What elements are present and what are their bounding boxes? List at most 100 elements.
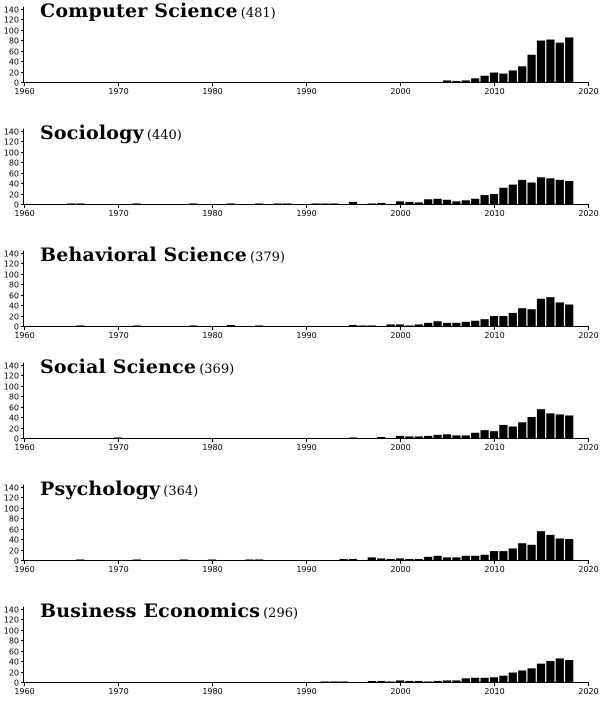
histogram-bar xyxy=(489,194,499,204)
x-tick-label: 1970 xyxy=(108,443,128,452)
y-tick-label: 40 xyxy=(9,180,19,189)
histogram-bar xyxy=(499,316,508,326)
y-tick-label: 140 xyxy=(4,606,19,615)
histogram-bar xyxy=(377,680,386,682)
histogram-bar xyxy=(527,417,536,438)
y-tick-label: 20 xyxy=(9,69,19,78)
y-tick-label: 20 xyxy=(9,425,19,434)
x-tick-label: 1960 xyxy=(14,565,34,574)
histogram-bar xyxy=(76,203,85,205)
histogram-bar xyxy=(452,322,461,326)
y-tick-label: 140 xyxy=(4,6,19,15)
histogram-bar xyxy=(499,675,508,682)
x-tick-label: 2020 xyxy=(578,565,598,574)
chart-title-text: Social Science xyxy=(40,356,197,378)
y-tick-label: 60 xyxy=(9,292,19,301)
chart-title: Social Science (369) xyxy=(40,356,234,378)
histogram-bar xyxy=(565,37,574,82)
histogram-bar xyxy=(452,201,461,204)
histogram-bar xyxy=(132,559,141,561)
x-tick-label: 2010 xyxy=(484,565,504,574)
chart-title-count: (369) xyxy=(199,362,235,377)
y-tick-label: 0 xyxy=(14,323,19,332)
histogram-bar xyxy=(254,203,264,205)
histogram-bar xyxy=(414,324,423,326)
histogram-bar xyxy=(471,320,480,326)
y-tick-label: 80 xyxy=(9,393,19,402)
chart-title: Business Economics (296) xyxy=(40,600,298,622)
histogram-bar xyxy=(76,559,85,561)
histogram-bar xyxy=(499,73,508,82)
y-tick-label: 120 xyxy=(4,16,19,25)
y-tick-label: 60 xyxy=(9,648,19,657)
x-tick-label: 1990 xyxy=(296,331,316,340)
y-tick-label: 120 xyxy=(4,616,19,625)
histogram-bar xyxy=(555,42,564,82)
chart-title-text: Psychology xyxy=(40,478,161,500)
histogram-bar xyxy=(461,678,470,682)
histogram-bar xyxy=(527,668,536,682)
y-tick-label: 140 xyxy=(4,484,19,493)
histogram-bar xyxy=(480,195,489,204)
histogram-bar xyxy=(527,544,536,560)
histogram-bar xyxy=(226,324,235,326)
histogram-bar xyxy=(283,203,292,205)
x-tick-label: 1990 xyxy=(296,87,316,96)
x-tick-label: 2020 xyxy=(578,331,598,340)
x-tick-label: 1960 xyxy=(14,87,34,96)
histogram-bar xyxy=(405,201,414,204)
histogram-bar xyxy=(330,203,339,205)
histogram-bar xyxy=(442,434,452,438)
x-tick-label: 1980 xyxy=(202,565,222,574)
histogram-bar xyxy=(348,324,358,326)
histogram-bar xyxy=(424,556,433,560)
histogram-bar xyxy=(480,677,489,682)
subject-histogram-figure: Computer Science (481) 0 20 40 60 80 100 120 140 1… xyxy=(4,0,599,697)
histogram-bar xyxy=(424,322,433,326)
x-tick-label: 2010 xyxy=(484,87,504,96)
histogram-bar xyxy=(508,548,517,560)
histogram-bar xyxy=(330,681,339,683)
y-tick-label: 120 xyxy=(4,494,19,503)
x-tick-label: 1970 xyxy=(108,209,128,218)
x-tick-label: 1980 xyxy=(202,209,222,218)
histogram-bar xyxy=(395,201,405,204)
histogram-bar xyxy=(273,203,282,205)
x-tick-label: 1990 xyxy=(296,687,316,696)
histogram-bar xyxy=(433,321,442,326)
x-tick-label: 1960 xyxy=(14,331,34,340)
y-tick-label: 100 xyxy=(4,271,19,280)
histogram-bar xyxy=(377,202,386,204)
y-tick-label: 40 xyxy=(9,658,19,667)
histogram-bar xyxy=(442,680,452,682)
histogram-bar xyxy=(414,680,423,682)
y-tick-label: 80 xyxy=(9,281,19,290)
x-tick-label: 2000 xyxy=(390,443,410,452)
histogram-bar xyxy=(480,319,489,326)
y-tick-label: 120 xyxy=(4,260,19,269)
histogram-bar xyxy=(132,203,141,205)
histogram-bar xyxy=(555,302,564,326)
histogram-bar xyxy=(471,555,480,560)
histogram-bar xyxy=(489,431,499,438)
y-tick-label: 140 xyxy=(4,250,19,259)
x-tick-label: 1980 xyxy=(202,687,222,696)
histogram-bar xyxy=(546,297,555,326)
histogram-bar xyxy=(226,203,235,205)
histogram-bar xyxy=(395,435,405,438)
histogram-bar xyxy=(348,558,358,560)
chart-title-text: Computer Science xyxy=(40,0,238,22)
y-tick-label: 60 xyxy=(9,48,19,57)
y-tick-label: 100 xyxy=(4,27,19,36)
histogram-bar xyxy=(489,677,499,682)
y-tick-label: 140 xyxy=(4,128,19,137)
histogram-bar xyxy=(555,658,564,682)
histogram-bar xyxy=(565,539,574,560)
histogram-bar xyxy=(546,178,555,204)
histogram-bar xyxy=(489,551,499,560)
chart-title-text: Behavioral Science xyxy=(40,244,248,266)
histogram-bar xyxy=(442,199,452,204)
histogram-bar xyxy=(386,324,395,326)
